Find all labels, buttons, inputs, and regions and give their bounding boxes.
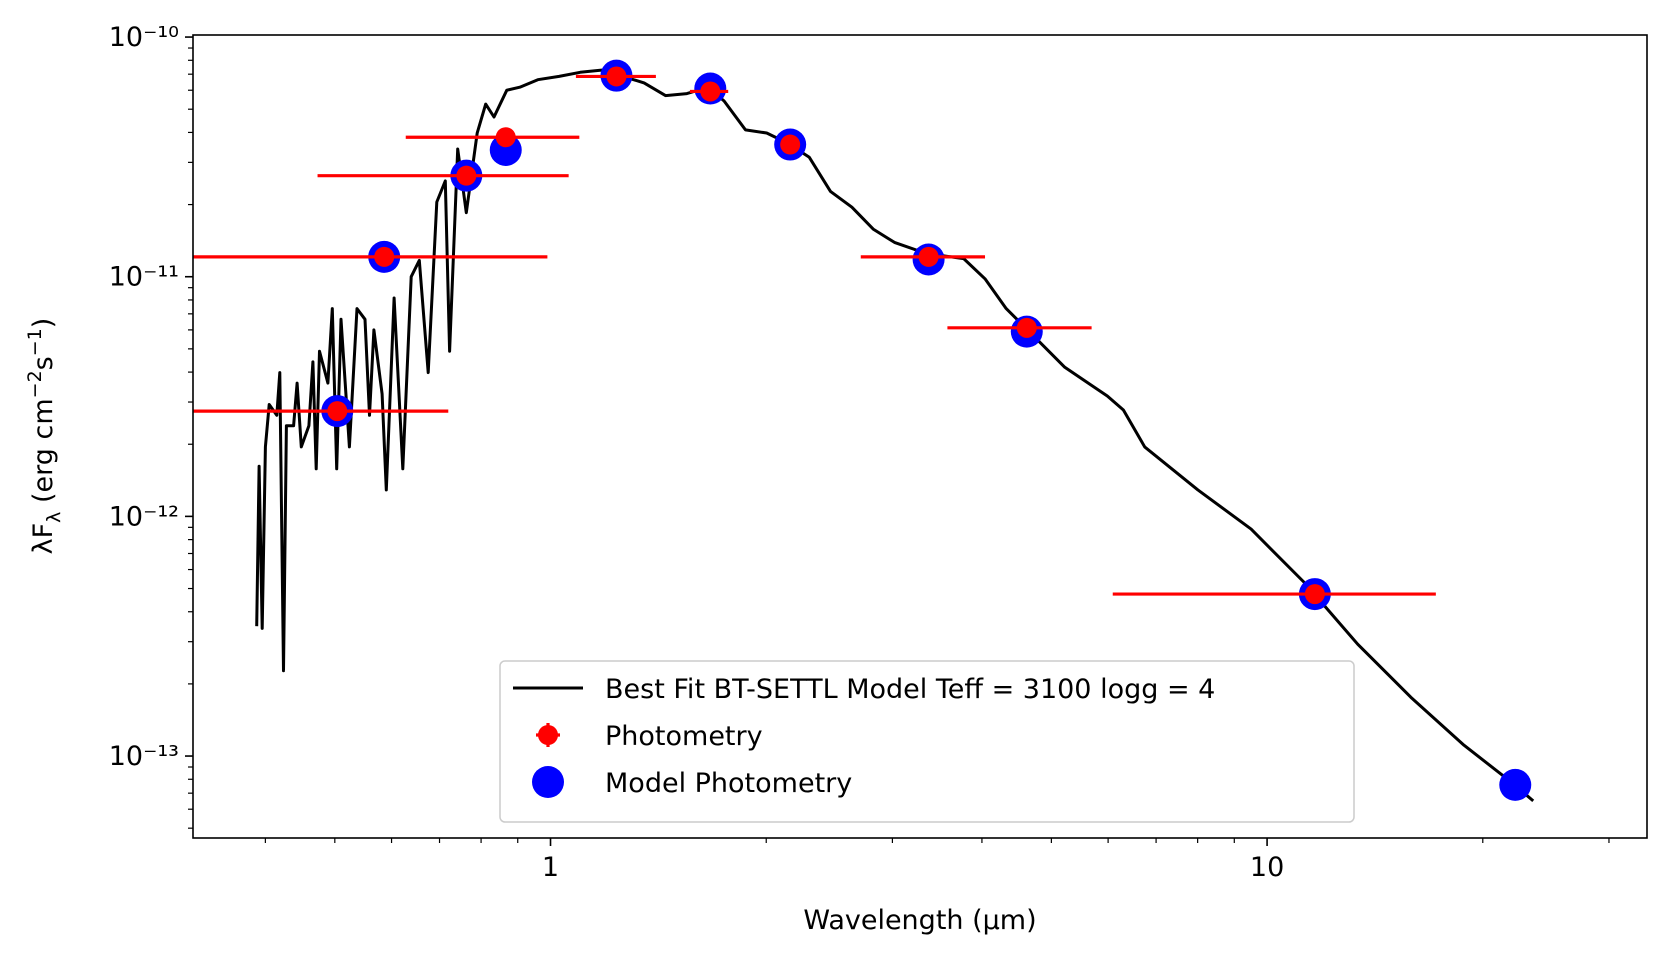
y-label-part: s [28,356,59,370]
legend: Best Fit BT-SETTL Model Teff = 3100 logg… [499,660,1355,823]
photometry-point [606,66,627,87]
legend-box [499,660,1355,823]
photometry-point [780,134,801,155]
y-label-part: −1 [24,328,46,356]
plot-area [193,59,1535,803]
legend-marker [538,725,558,745]
model-line [255,68,1535,803]
legend-label: Model Photometry [605,768,852,799]
photometry-point [495,127,516,148]
photometry-point [1304,584,1325,605]
photometry-point [456,165,477,186]
y-tick-label: 10⁻¹¹ [109,262,179,293]
y-label-part: ) [28,318,59,329]
y-label-part: −2 [24,370,46,398]
y-label-part: λ [43,512,65,523]
legend-label: Photometry [605,721,763,752]
photometry-point [1016,317,1037,338]
y-label-part: (erg cm [28,398,59,511]
legend-label: Best Fit BT-SETTL Model Teff = 3100 logg… [605,674,1215,705]
y-tick-label: 10⁻¹⁰ [109,22,179,53]
y-tick-label: 10⁻¹² [109,501,179,532]
y-tick-label: 10⁻¹³ [109,741,179,772]
x-tick-label: 10 [1250,852,1284,883]
legend-marker [532,766,564,798]
photometry-point [918,246,939,267]
model-point [1499,768,1532,801]
plot-frame [192,34,1648,839]
y-label-part: λF [28,523,59,555]
photometry-point [374,246,395,267]
photometry-point [700,81,721,102]
y-axis-label: λFλ (erg cm−2s−1) [24,318,65,555]
photometry-point [327,401,348,422]
x-axis-label: Wavelength (μm) [803,905,1036,936]
x-tick-label: 1 [542,852,559,883]
